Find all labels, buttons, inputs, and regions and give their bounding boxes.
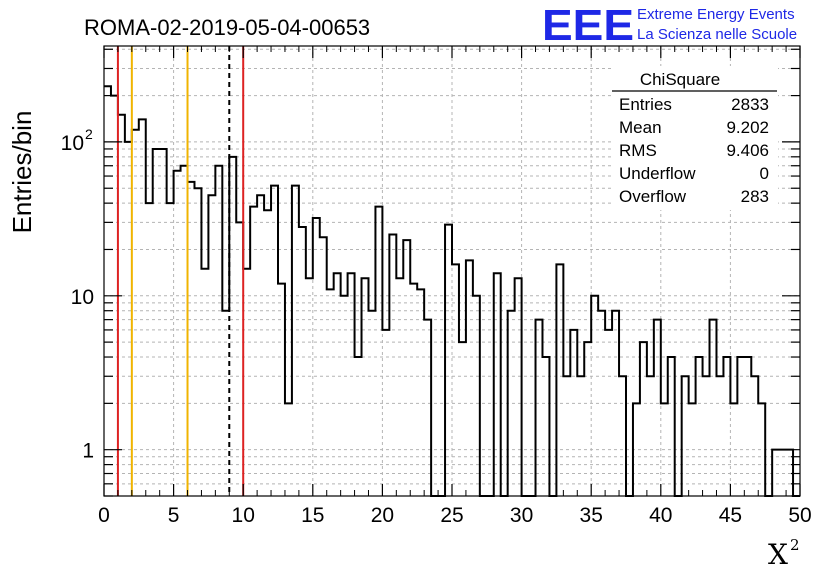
stats-box-bg [612,66,778,210]
x-tick-label: 40 [649,504,672,527]
x-axis-label-base: X [768,538,788,571]
y-tick-label-exponent: 2 [85,126,93,142]
x-tick-label: 15 [301,504,324,527]
y-tick-label: 10 [61,132,84,155]
stats-label: Overflow [619,187,687,206]
x-tick-label: 0 [98,504,110,527]
x-tick-label: 25 [440,504,463,527]
y-tick-label: 10 [71,286,94,309]
axes [103,45,801,497]
x-tick-label: 45 [719,504,742,527]
chart-title: ROMA-02-2019-05-04-00653 [84,15,370,40]
y-axis-label: Entries/bin [7,111,37,234]
stats-value: 0 [760,164,769,183]
stats-label: Underflow [619,164,696,183]
logo-line-1: Extreme Energy Events [637,6,795,23]
x-tick-label: 20 [371,504,394,527]
stats-label: Mean [619,118,662,137]
x-axis-label: X 2 [768,536,800,571]
stats-value: 9.406 [726,141,769,160]
x-tick-label: 50 [788,504,811,527]
stats-value: 283 [741,187,769,206]
logo-mark: EEE [542,1,634,50]
stats-title: ChiSquare [640,70,720,89]
stats-label: RMS [619,141,657,160]
x-axis-label-superscript: 2 [790,536,800,554]
stats-rows: Entries 2833 Mean 9.202 RMS 9.406 Underflow 0 Ov… [619,95,769,206]
stats-label: Entries [619,95,672,114]
x-tick-label: 10 [232,504,255,527]
x-tick-label: 5 [168,504,180,527]
reference-lines [116,46,245,496]
stats-box: ChiSquare Entries 2833 Mean 9.202 RMS 9.406 Un… [612,66,778,210]
stats-value: 2833 [731,95,769,114]
logo: EEE Extreme Energy Events La Scienza nel… [542,1,797,50]
x-tick-label: 35 [580,504,603,527]
logo-line-2: La Scienza nelle Scuole [637,26,797,43]
y-tick-label: 1 [82,440,94,463]
x-tick-label: 30 [510,504,533,527]
stats-value: 9.202 [726,118,769,137]
